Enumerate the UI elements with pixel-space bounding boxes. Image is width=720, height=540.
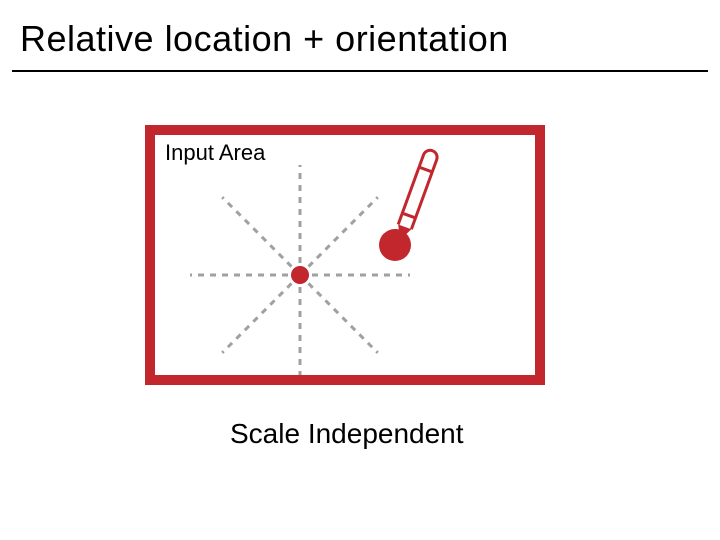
caption-text: Scale Independent — [230, 418, 464, 450]
target-dot — [379, 229, 411, 261]
pen-icon — [393, 148, 439, 242]
guide-line — [222, 197, 300, 275]
guide-line — [300, 275, 378, 353]
guide-line — [300, 197, 378, 275]
guide-line — [222, 275, 300, 353]
center-dot — [291, 266, 309, 284]
diagram-layer — [0, 0, 720, 540]
input-area-label: Input Area — [165, 140, 265, 166]
slide: Relative location + orientation Input Ar… — [0, 0, 720, 540]
